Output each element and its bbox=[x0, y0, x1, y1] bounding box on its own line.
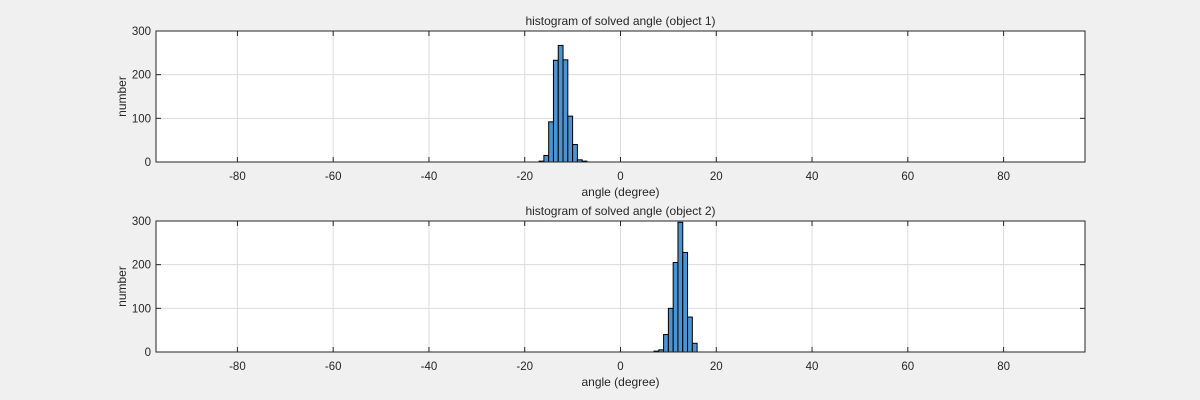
histogram-bar bbox=[687, 316, 693, 353]
histogram-bar bbox=[677, 221, 684, 353]
x-axis-label: angle (degree) bbox=[581, 185, 659, 199]
histogram-bar bbox=[663, 334, 669, 353]
y-tick-label: 300 bbox=[132, 216, 151, 228]
x-axis-label: angle (degree) bbox=[581, 375, 659, 389]
histogram-bar bbox=[543, 154, 550, 163]
x-tick-label: 80 bbox=[997, 171, 1010, 183]
x-tick-label: 40 bbox=[806, 361, 819, 373]
x-tick-label: -40 bbox=[421, 171, 438, 183]
histogram-bar bbox=[691, 342, 698, 353]
y-tick-label: 0 bbox=[145, 157, 151, 169]
x-tick-label: -80 bbox=[229, 361, 246, 373]
x-tick-label: 0 bbox=[617, 361, 623, 373]
x-tick-label: 80 bbox=[997, 361, 1010, 373]
x-tick-label: -40 bbox=[421, 361, 438, 373]
x-tick-label: -20 bbox=[516, 361, 533, 373]
histogram-bar bbox=[548, 121, 554, 163]
x-tick-label: 60 bbox=[901, 171, 914, 183]
y-tick-label: 200 bbox=[132, 70, 151, 82]
x-tick-label: -20 bbox=[516, 171, 533, 183]
y-tick-label: 300 bbox=[132, 26, 151, 38]
y-tick-label: 100 bbox=[132, 113, 151, 125]
y-axis-label: number bbox=[115, 266, 129, 307]
y-tick-label: 100 bbox=[132, 303, 151, 315]
y-axis-label: number bbox=[115, 76, 129, 117]
histogram-bar bbox=[562, 59, 569, 163]
histogram-bar bbox=[667, 307, 674, 353]
x-tick-label: 0 bbox=[617, 171, 623, 183]
x-tick-label: -80 bbox=[229, 171, 246, 183]
histogram-bar bbox=[552, 59, 559, 163]
y-tick-label: 200 bbox=[132, 260, 151, 272]
x-tick-label: 20 bbox=[710, 171, 723, 183]
histogram-object-1: -80 -60 -40 -20 0 20 40 60 80 0 100 200 300 histogram… bbox=[115, 14, 1086, 199]
histogram-bar bbox=[572, 144, 578, 163]
x-tick-label: 20 bbox=[710, 361, 723, 373]
x-tick-label: -60 bbox=[325, 171, 342, 183]
x-tick-label: 40 bbox=[806, 171, 819, 183]
x-tick-label: 60 bbox=[901, 361, 914, 373]
histogram-bar bbox=[567, 115, 574, 163]
histogram-bar bbox=[557, 44, 564, 163]
chart-title: histogram of solved angle (object 2) bbox=[525, 204, 715, 218]
chart-title: histogram of solved angle (object 1) bbox=[525, 14, 715, 28]
histogram-bar bbox=[682, 251, 689, 353]
histogram-object-2: -80 -60 -40 -20 0 20 40 60 80 0 100 200 300 histogram… bbox=[115, 204, 1086, 389]
histogram-bar bbox=[672, 261, 679, 353]
x-tick-label: -60 bbox=[325, 361, 342, 373]
y-tick-label: 0 bbox=[145, 347, 151, 359]
